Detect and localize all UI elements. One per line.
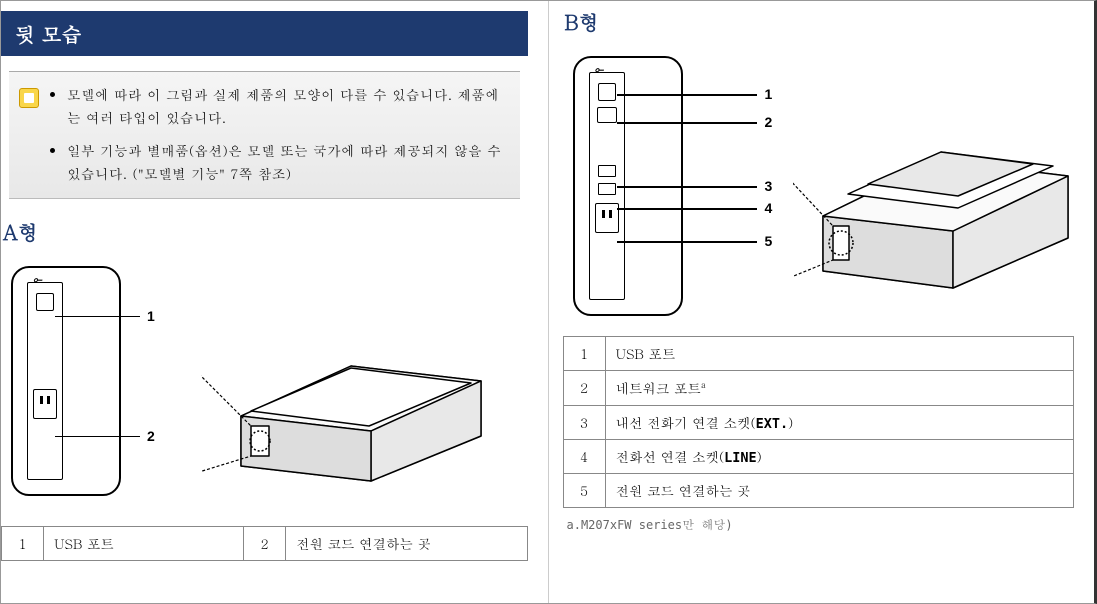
power-port-icon (33, 389, 57, 419)
callout-number: 4 (765, 200, 773, 216)
table-row: 1 USB 포트 2 전원 코드 연결하는 곳 (2, 526, 528, 560)
part-number: 2 (563, 371, 605, 406)
part-desc: 전화선 연결 소켓(LINE) (605, 439, 1074, 473)
callout-number: 3 (765, 178, 773, 194)
network-port-icon (597, 107, 617, 123)
part-number: 3 (563, 405, 605, 439)
part-desc: 내선 전화기 연결 소켓(EXT.) (605, 405, 1074, 439)
note-item: 일부 기능과 별매품(옵션)은 모델 또는 국가에 따라 제공되지 않을 수 있… (67, 140, 506, 186)
part-desc: USB 포트 (44, 526, 244, 560)
callout-line (55, 316, 140, 318)
port-panel-a: ⟜ (11, 266, 121, 496)
part-number: 1 (2, 526, 44, 560)
type-b-heading: B형 (565, 7, 1075, 36)
note-item: 모델에 따라 이 그림과 실제 제품의 모양이 다를 수 있습니다. 제품에는 … (67, 84, 506, 130)
type-a-figure: ⟜ 1 2 (1, 256, 528, 516)
part-number: 2 (244, 526, 286, 560)
callout-number: 1 (765, 86, 773, 102)
rear-view-header: 뒷 모습 (1, 11, 528, 56)
notes-box: 모델에 따라 이 그림과 실제 제품의 모양이 다를 수 있습니다. 제품에는 … (9, 71, 520, 199)
part-desc: 전원 코드 연결하는 곳 (286, 526, 528, 560)
type-a-heading: A형 (3, 217, 528, 246)
type-a-parts-table: 1 USB 포트 2 전원 코드 연결하는 곳 (1, 526, 528, 561)
callout-line (617, 241, 757, 243)
port-panel-inner-a (27, 282, 63, 480)
callout-number: 2 (765, 114, 773, 130)
part-number: 4 (563, 439, 605, 473)
callout-line (617, 208, 757, 210)
part-number: 1 (563, 337, 605, 371)
right-column: B형 ⟜ 1 2 3 4 5 (548, 1, 1095, 603)
usb-port-icon (36, 293, 54, 311)
printer-a-illustration (201, 286, 501, 496)
part-number: 5 (563, 473, 605, 507)
callout-number: 2 (147, 428, 155, 444)
type-b-footnote: a.M207xFW series만 해당) (563, 516, 1075, 533)
line-port-icon (598, 183, 616, 195)
callout-line (55, 436, 140, 438)
notes-list: 모델에 따라 이 그림과 실제 제품의 모양이 다를 수 있습니다. 제품에는 … (49, 84, 506, 186)
part-desc: 전원 코드 연결하는 곳 (605, 473, 1074, 507)
table-row: 3 내선 전화기 연결 소켓(EXT.) (563, 405, 1074, 439)
table-row: 2 네트워크 포트a (563, 371, 1074, 406)
part-desc: 네트워크 포트a (605, 371, 1074, 406)
left-column: 뒷 모습 모델에 따라 이 그림과 실제 제품의 모양이 다를 수 있습니다. … (1, 1, 548, 603)
note-icon (19, 88, 39, 108)
type-b-figure: ⟜ 1 2 3 4 5 (563, 46, 1075, 326)
callout-line (617, 122, 757, 124)
printer-b-illustration (793, 76, 1083, 306)
type-b-parts-table: 1 USB 포트 2 네트워크 포트a 3 내선 전화기 연결 소켓(EXT.)… (563, 336, 1075, 508)
part-desc: USB 포트 (605, 337, 1074, 371)
callout-line (617, 186, 757, 188)
table-row: 4 전화선 연결 소켓(LINE) (563, 439, 1074, 473)
table-row: 1 USB 포트 (563, 337, 1074, 371)
callout-number: 1 (147, 308, 155, 324)
callout-number: 5 (765, 233, 773, 249)
power-port-icon (595, 203, 619, 233)
ext-port-icon (598, 165, 616, 177)
callout-line (617, 94, 757, 96)
usb-port-icon (598, 83, 616, 101)
table-row: 5 전원 코드 연결하는 곳 (563, 473, 1074, 507)
